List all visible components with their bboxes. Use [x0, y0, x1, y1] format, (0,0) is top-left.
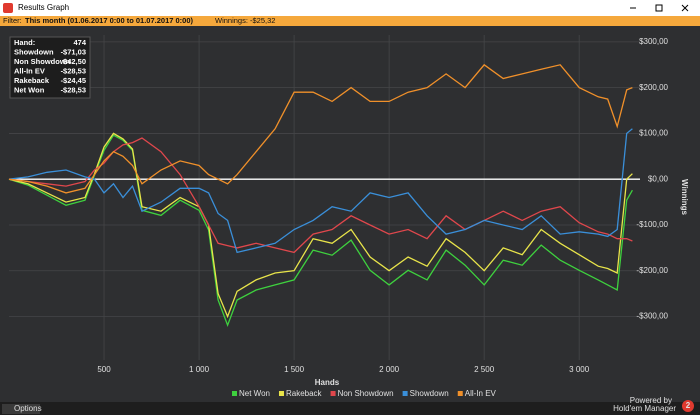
legend-label: Rakeback	[286, 389, 323, 398]
series-line	[8, 132, 633, 319]
y-tick-label: -$100,00	[636, 220, 668, 229]
y-tick-label: $0,00	[648, 174, 669, 183]
app-icon	[3, 3, 13, 13]
legend-swatch	[457, 391, 463, 396]
x-tick-label: 1 000	[189, 365, 210, 374]
legend-label: Net Won	[239, 389, 270, 398]
winnings: Winnings: -$25,32	[215, 16, 275, 25]
stat-label: Hand:	[14, 38, 35, 47]
brand: Hold'em Manager	[613, 404, 676, 413]
y-tick-label: $100,00	[639, 129, 668, 138]
legend-swatch	[330, 391, 336, 396]
x-tick-label: 3 000	[569, 365, 590, 374]
x-tick-label: 2 000	[379, 365, 400, 374]
series-line	[8, 63, 633, 194]
x-tick-label: 2 500	[474, 365, 495, 374]
close-button[interactable]	[681, 4, 689, 12]
y-tick-label: -$300,00	[636, 312, 668, 321]
y-tick-label: $300,00	[639, 37, 668, 46]
chart-area	[0, 26, 700, 402]
stat-value: -$24,45	[61, 76, 86, 85]
stat-value: $42,50	[63, 57, 86, 66]
x-axis-title: Hands	[315, 378, 340, 387]
powered-by: Powered by	[630, 396, 672, 405]
x-tick-label: 1 500	[284, 365, 305, 374]
stat-label: All-In EV	[14, 66, 45, 75]
series-line	[8, 128, 633, 254]
filter-label: Filter:	[3, 16, 22, 25]
bottom-bar	[0, 402, 700, 415]
legend-label: Showdown	[410, 389, 449, 398]
options-label: Options	[14, 404, 42, 413]
stat-label: Showdown	[14, 47, 54, 56]
stat-value: -$71,03	[61, 47, 86, 56]
legend-label: All-In EV	[465, 389, 497, 398]
window-title: Results Graph	[18, 3, 69, 12]
y-tick-label: -$200,00	[636, 266, 668, 275]
stat-value: -$28,53	[61, 66, 86, 75]
y-tick-label: $200,00	[639, 83, 668, 92]
brand-badge	[682, 400, 694, 412]
title-bar	[0, 0, 700, 16]
series-line	[8, 134, 633, 328]
legend-label: Non Showdown	[338, 389, 394, 398]
stats-background	[9, 36, 91, 99]
x-tick-label: 500	[97, 365, 111, 374]
brand-badge-label: 2	[686, 401, 691, 410]
stat-value: 474	[73, 38, 86, 47]
stat-value: -$28,53	[61, 85, 86, 94]
options-button[interactable]	[2, 404, 40, 414]
stat-label: Non Showdown	[14, 57, 71, 66]
filter-value: This month (01.06.2017 0:00 to 01.07.201…	[25, 16, 194, 25]
stat-label: Net Won	[14, 85, 45, 94]
legend-swatch	[232, 391, 237, 396]
stat-label: Rakeback	[14, 76, 50, 85]
legend-swatch	[402, 391, 408, 396]
y-axis-title: Winnings	[680, 179, 689, 215]
maximize-button[interactable]	[655, 4, 663, 12]
filter-bar	[0, 16, 700, 26]
legend-swatch	[278, 391, 284, 396]
plot: -$300,00 -$200,00 -$100,00 $0,00 $100,00 $200…	[8, 35, 669, 374]
